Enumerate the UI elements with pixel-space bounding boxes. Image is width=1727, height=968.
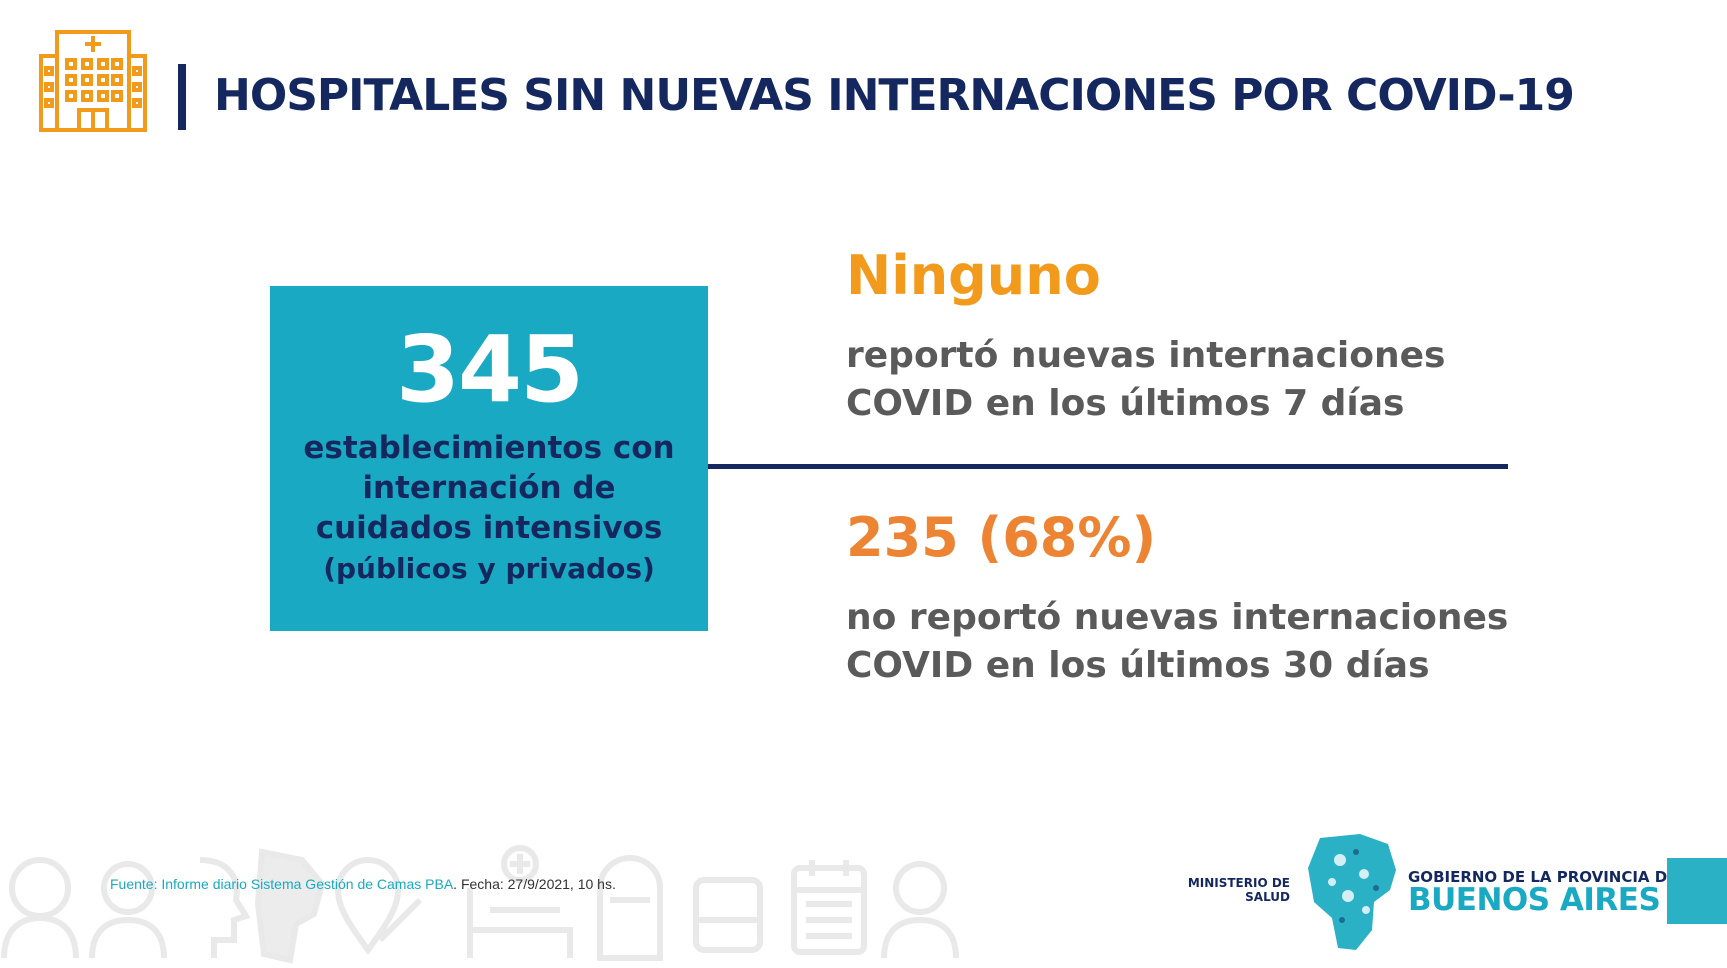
hospital-bed-icon [467,845,573,958]
statement-line: COVID en los últimos 30 días [846,645,1430,686]
footer-decorative-icons [1,845,959,964]
elderly-person-icon [1,857,79,959]
map-icon [254,848,326,964]
ministerio-salud-label: MINISTERIO DE SALUD [1180,876,1290,904]
stat-description-line: cuidados intensivos [315,510,663,546]
hospital-icon [39,30,147,132]
statement-30-days: no reportó nuevas internaciones COVID en… [846,594,1508,690]
ministerio-line: MINISTERIO DE [1187,876,1290,890]
stat-number: 345 [395,316,584,423]
stat-description: establecimientos con internación de cuid… [280,428,698,548]
nurse-icon [89,861,167,959]
stat-subtitle: (públicos y privados) [323,552,655,585]
province-map-logo [1308,834,1396,950]
statement-line: COVID en los últimos 7 días [846,383,1405,424]
statement-7-days: reportó nuevas internaciones COVID en lo… [846,332,1445,428]
ministerio-line: SALUD [1245,890,1290,904]
bus-icon [693,877,763,953]
buenos-aires-label: BUENOS AIRES [1408,882,1661,918]
stat-box: 345 establecimientos con internación de … [270,286,708,631]
highlight-count: 235 (68%) [846,506,1157,569]
statement-line: no reportó nuevas internaciones [846,597,1509,638]
stat-description-line: internación de [362,470,616,506]
header-divider [178,64,186,130]
statement-line: reportó nuevas internaciones [846,335,1446,376]
gobierno-label: GOBIERNO DE LA PROVINCIA DE [1408,868,1678,886]
highlight-ninguno: Ninguno [846,244,1101,307]
source-link[interactable]: Fuente: Informe diario Sistema Gestión d… [110,876,454,892]
stat-description-line: establecimientos con [303,430,675,466]
source-note: Fuente: Informe diario Sistema Gestión d… [110,876,616,892]
profile-icon [199,857,251,958]
divider-line [708,464,1508,469]
source-date: . Fecha: 27/9/2021, 10 hs. [453,876,616,892]
train-icon [597,855,663,961]
calendar-icon [791,860,867,955]
person-mask-icon [881,861,959,959]
location-pin-icon [334,857,423,956]
page-title: HOSPITALES SIN NUEVAS INTERNACIONES POR … [214,70,1575,121]
corner-accent [1667,858,1727,924]
